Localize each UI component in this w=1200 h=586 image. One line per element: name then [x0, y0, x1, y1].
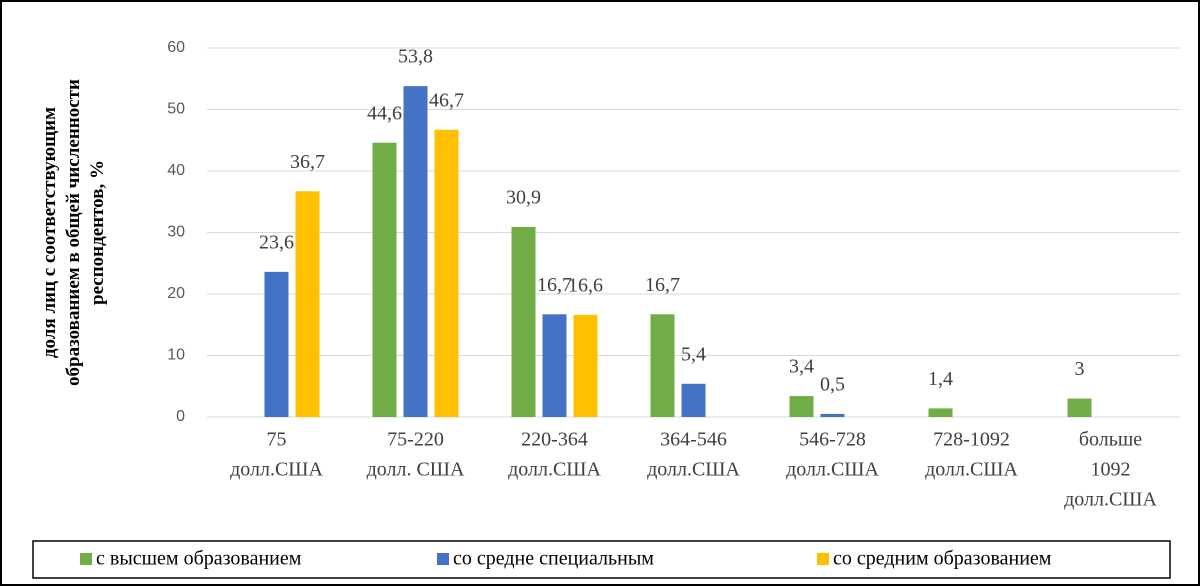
legend-label: со средним образованием [833, 548, 1052, 570]
y-axis-label-line: респондентов, % [87, 160, 108, 305]
bar [295, 191, 320, 417]
bar [403, 86, 428, 417]
data-label: 36,7 [290, 151, 325, 173]
data-label: 16,7 [537, 274, 572, 296]
data-label: 30,9 [506, 187, 541, 209]
data-label: 3,4 [789, 356, 814, 378]
legend-box [32, 540, 1171, 579]
legend-swatch [817, 553, 829, 565]
bar [511, 226, 536, 417]
x-tick-label: долл. США [367, 459, 465, 481]
x-tick-label: 220-364 [521, 429, 588, 451]
y-tick-label: 50 [167, 101, 185, 118]
bar [1067, 398, 1092, 417]
bar [434, 129, 459, 418]
x-tick-label: 364-546 [660, 429, 727, 451]
legend-swatch [80, 553, 92, 565]
y-tick-label: 10 [167, 347, 185, 364]
x-tick-label: долл.США [925, 459, 1018, 481]
x-tick-label: 1092 [1091, 459, 1131, 481]
bar [681, 383, 706, 417]
bar [542, 314, 567, 417]
y-tick-label: 0 [176, 408, 185, 425]
y-tick-label: 20 [167, 285, 185, 302]
bar [573, 314, 598, 417]
x-tick-label: 546-728 [799, 429, 866, 451]
y-axis-label-line: образованием в общей численности [63, 79, 84, 386]
bar [650, 314, 675, 417]
data-label: 16,7 [645, 274, 680, 296]
bar [928, 408, 953, 417]
data-label: 1,4 [928, 368, 953, 390]
x-tick-label: долл.США [1064, 489, 1157, 511]
legend-label: со средне специальным [453, 548, 654, 570]
data-label: 3 [1075, 358, 1085, 380]
bar [264, 271, 289, 417]
data-label: 16,6 [568, 275, 603, 297]
x-tick-label: 728-1092 [933, 429, 1010, 451]
data-label: 46,7 [429, 89, 464, 111]
x-tick-label: долл.США [230, 459, 323, 481]
y-tick-label: 60 [167, 39, 185, 56]
x-tick-label: долл.США [647, 459, 740, 481]
legend-swatch [437, 553, 449, 565]
bar [789, 396, 814, 417]
data-label: 44,6 [367, 102, 402, 124]
bar [820, 413, 845, 417]
x-tick-label: больше [1079, 429, 1142, 451]
data-label: 0,5 [820, 374, 845, 396]
x-tick-label: 75-220 [387, 429, 444, 451]
data-label: 23,6 [259, 231, 294, 253]
x-tick-label: 75 [267, 429, 287, 451]
y-axis-label: доля лиц с соответствующим образованием в… [39, 79, 108, 386]
legend-label: с высшем образованием [96, 548, 302, 570]
data-label: 5,4 [681, 343, 706, 365]
y-axis-label-line: доля лиц с соответствующим [39, 107, 60, 358]
x-tick-label: долл.США [786, 459, 879, 481]
data-label: 53,8 [398, 46, 433, 68]
x-tick-label: долл.США [508, 459, 601, 481]
y-tick-label: 30 [167, 224, 185, 241]
y-tick-label: 40 [167, 162, 185, 179]
bar [372, 142, 397, 417]
